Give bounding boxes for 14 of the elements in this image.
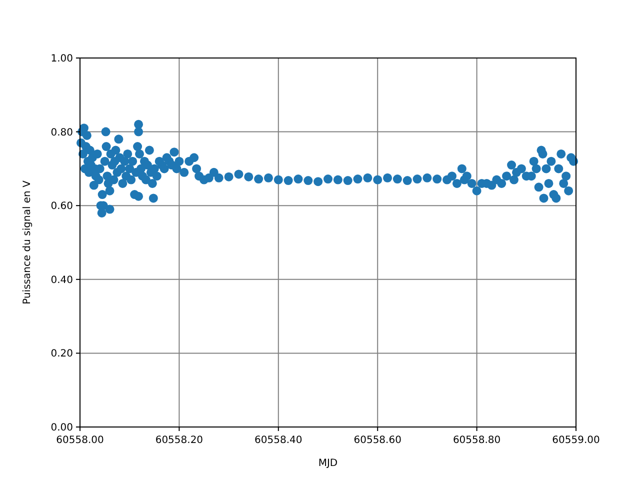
y-tick-label: 0.00 bbox=[50, 422, 73, 434]
y-tick-label: 0.60 bbox=[50, 201, 73, 212]
x-axis-title: MJD bbox=[318, 458, 338, 469]
y-tick-label: 0.80 bbox=[50, 127, 73, 138]
x-tick-label: 60558.20 bbox=[155, 435, 204, 446]
y-tick-label: 0.40 bbox=[50, 274, 73, 286]
y-tick-label: 1.00 bbox=[50, 54, 73, 64]
x-tick-label: 60558.40 bbox=[254, 435, 302, 446]
x-tick-label: 60558.60 bbox=[354, 435, 402, 446]
y-tick-label: 0.20 bbox=[50, 348, 73, 360]
x-tick-label: 60558.00 bbox=[56, 435, 104, 446]
y-axis-title: Puissance du signal en V bbox=[22, 180, 33, 304]
x-tick-label: 60558.80 bbox=[452, 435, 501, 446]
x-tick-label: 60559.00 bbox=[552, 435, 600, 446]
